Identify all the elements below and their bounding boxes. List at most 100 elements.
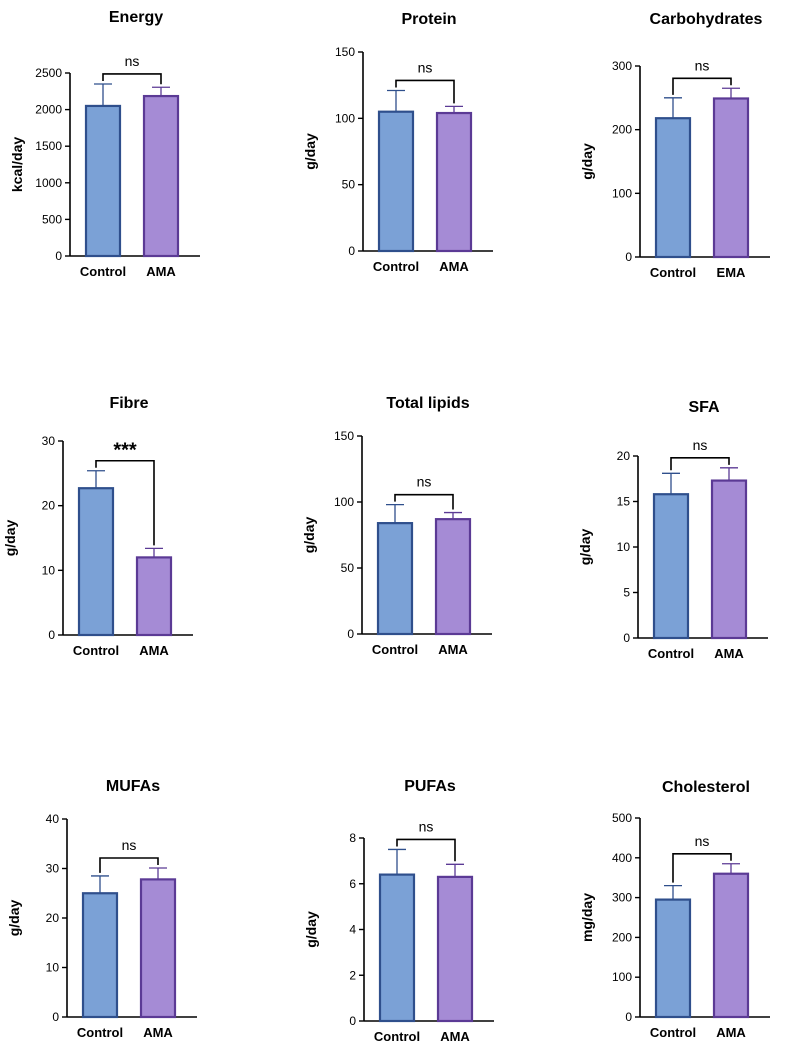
y-tick-label: 2000 (35, 103, 62, 117)
panel-7: PUFAs g/day 0 2 4 6 8 Control AMA ns (303, 778, 494, 1044)
y-tick-label: 6 (349, 877, 356, 891)
category-label: Control (73, 643, 119, 658)
category-label: AMA (146, 264, 176, 279)
panel-title: PUFAs (404, 778, 456, 795)
panel-2: Carbohydrates g/day 0 100 200 300 Control EMA ns (579, 11, 770, 280)
y-tick-label: 0 (623, 631, 630, 645)
y-tick-label: 300 (612, 59, 632, 73)
y-tick-label: 100 (335, 111, 355, 125)
panel-title: Energy (109, 9, 163, 26)
y-tick-label: 4 (349, 923, 356, 937)
y-tick-label: 20 (42, 499, 56, 513)
y-tick-label: 5 (623, 586, 630, 600)
y-tick-label: 30 (42, 434, 56, 448)
y-tick-label: 0 (55, 249, 62, 263)
y-tick-label: 100 (334, 495, 354, 509)
category-label: Control (650, 265, 696, 280)
significance-label: ns (419, 818, 434, 834)
panel-title: Carbohydrates (650, 11, 763, 28)
significance-label: ns (695, 833, 710, 849)
panel-title: Protein (401, 11, 456, 28)
y-tick-label: 500 (612, 811, 632, 825)
bar-group (135, 556, 173, 637)
panel-5: SFA g/day 0 5 10 15 20 Control AMA ns (577, 399, 768, 661)
y-tick-label: 0 (625, 1010, 632, 1024)
category-label: EMA (717, 265, 747, 280)
bar-control (84, 104, 122, 258)
y-tick-label: 40 (46, 812, 60, 826)
y-tick-label: 30 (46, 862, 60, 876)
y-axis-label: g/day (301, 517, 317, 554)
category-label: AMA (438, 642, 468, 657)
significance-bracket (396, 838, 456, 862)
bar-control (81, 892, 119, 1019)
bar-control (77, 487, 115, 637)
y-tick-label: 0 (625, 250, 632, 264)
y-axis-label: g/day (6, 900, 22, 937)
significance-bracket (95, 459, 155, 546)
y-axis-label: g/day (579, 143, 595, 180)
category-label: AMA (716, 1025, 746, 1040)
bar-control (376, 522, 414, 636)
y-tick-label: 300 (612, 891, 632, 905)
y-axis-label: g/day (577, 529, 593, 566)
panel-1: Protein g/day 0 50 100 150 Control AMA ns (302, 11, 493, 274)
y-tick-label: 50 (341, 561, 355, 575)
y-tick-label: 200 (612, 123, 632, 137)
category-label: AMA (139, 643, 169, 658)
category-label: Control (80, 264, 126, 279)
bar-group (142, 94, 180, 258)
category-label: Control (374, 1029, 420, 1044)
category-label: AMA (714, 646, 744, 661)
bar-group (434, 518, 472, 636)
category-label: AMA (439, 259, 469, 274)
y-tick-label: 8 (349, 831, 356, 845)
bar-control (654, 117, 692, 259)
significance-bracket (670, 457, 730, 471)
significance-label: *** (113, 440, 137, 462)
y-tick-label: 0 (48, 628, 55, 642)
bar-group (710, 479, 748, 640)
y-tick-label: 500 (42, 212, 62, 226)
significance-bracket (672, 852, 732, 883)
y-axis-label: g/day (303, 911, 319, 948)
y-tick-label: 20 (46, 911, 60, 925)
panel-4: Total lipids g/day 0 50 100 150 Control AMA ns (301, 395, 492, 657)
y-tick-label: 200 (612, 930, 632, 944)
panel-title: Cholesterol (662, 779, 750, 796)
y-axis-label: kcal/day (9, 137, 25, 192)
significance-bracket (102, 73, 162, 85)
significance-bracket (394, 493, 454, 510)
y-axis-label: g/day (302, 133, 318, 170)
panel-0: Energy kcal/day 0 500 1000 1500 2000 2500 Contro… (9, 9, 200, 279)
bar-group (139, 878, 177, 1019)
category-label: Control (650, 1025, 696, 1040)
bar-control (654, 898, 692, 1019)
panel-title: Total lipids (386, 395, 469, 412)
y-tick-label: 100 (612, 186, 632, 200)
panel-8: Cholesterol mg/day 0 100 200 300 400 500 Control… (579, 779, 770, 1040)
y-tick-label: 1500 (35, 139, 62, 153)
y-tick-label: 150 (335, 45, 355, 59)
bar-group (436, 875, 474, 1023)
category-label: Control (372, 642, 418, 657)
y-tick-label: 150 (334, 429, 354, 443)
significance-label: ns (417, 474, 432, 490)
bar-control (378, 873, 416, 1023)
bar-control (377, 110, 415, 253)
category-label: Control (373, 259, 419, 274)
significance-bracket (395, 79, 455, 104)
significance-label: ns (122, 837, 137, 853)
y-tick-label: 10 (42, 563, 56, 577)
y-tick-label: 10 (46, 961, 60, 975)
category-label: AMA (440, 1029, 470, 1044)
bar-group (712, 872, 750, 1019)
y-tick-label: 15 (617, 495, 631, 509)
y-tick-label: 0 (349, 1014, 356, 1028)
panel-title: SFA (688, 399, 720, 416)
significance-label: ns (695, 57, 710, 73)
y-tick-label: 0 (348, 244, 355, 258)
y-tick-label: 100 (612, 970, 632, 984)
y-tick-label: 20 (617, 449, 631, 463)
